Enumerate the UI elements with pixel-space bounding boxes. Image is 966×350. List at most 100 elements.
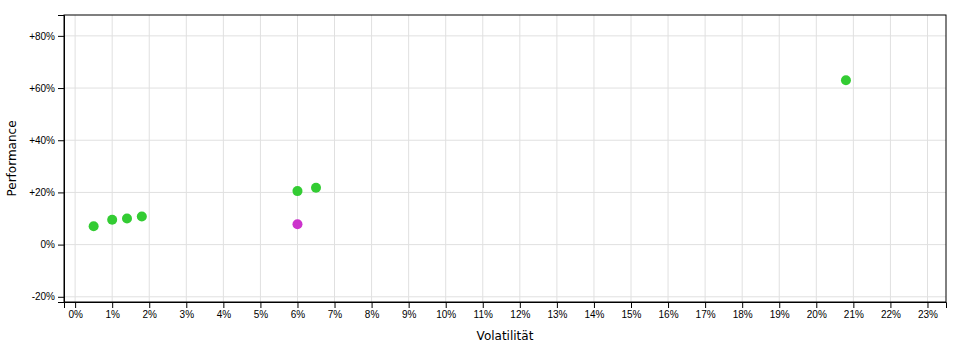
x-grid-line (779, 15, 780, 302)
x-grid-line (334, 15, 335, 302)
x-tick: 8% (365, 302, 380, 320)
y-grid-line (64, 35, 946, 36)
point (311, 183, 321, 193)
plot-frame (64, 15, 946, 302)
x-tick: 4% (217, 302, 232, 320)
x-tick: 7% (328, 302, 343, 320)
x-tick: 12% (510, 302, 530, 320)
x-tick: 19% (770, 302, 790, 320)
y-grid-line (64, 244, 946, 245)
marks (89, 75, 851, 231)
y-tick-mark (58, 88, 64, 89)
x-tick-label: 18% (733, 309, 753, 320)
y-axis-title: Performance (5, 120, 19, 196)
x-tick-label: 7% (328, 309, 343, 320)
x-tick-label: 3% (180, 309, 195, 320)
x-tick: 10% (436, 302, 456, 320)
x-axis: 0%1%2%3%4%5%6%7%8%9%10%11%12%13%14%15%16… (65, 302, 947, 320)
x-tick-mark (112, 302, 113, 308)
x-tick-mark (927, 302, 928, 308)
y-tick-label: -20% (32, 291, 55, 302)
x-tick: 9% (402, 302, 417, 320)
x-tick-mark (75, 302, 76, 308)
y-tick-mark (58, 140, 64, 141)
y-tick: +60% (29, 83, 64, 94)
x-tick: 20% (807, 302, 827, 320)
x-tick: 1% (105, 302, 120, 320)
x-grid-line (631, 15, 632, 302)
x-tick-label: 11% (474, 309, 493, 320)
x-tick-mark (816, 302, 817, 308)
y-grid-line (64, 140, 946, 141)
x-tick: 11% (474, 302, 493, 320)
point (841, 75, 851, 85)
x-grid-line (668, 15, 669, 302)
point (292, 186, 302, 196)
x-tick: 17% (696, 302, 716, 320)
x-tick-mark (520, 302, 521, 308)
x-tick: 23% (918, 302, 938, 320)
y-grid-line (64, 88, 946, 89)
x-tick: 0% (68, 302, 83, 320)
x-tick: 14% (584, 302, 604, 320)
y-grid-line (64, 192, 946, 193)
x-grid-line (705, 15, 706, 302)
point (89, 221, 99, 231)
y-axis-line (58, 16, 65, 303)
y-tick-label: +60% (29, 83, 55, 94)
x-tick-mark (705, 302, 706, 308)
x-grid-line (927, 15, 928, 302)
x-grid-line (445, 15, 446, 302)
y-tick: -20% (32, 291, 64, 302)
x-tick: 15% (621, 302, 641, 320)
y-tick: 0% (41, 239, 64, 250)
x-tick-label: 14% (584, 309, 604, 320)
x-grid-line (75, 15, 76, 302)
x-tick-mark (409, 302, 410, 308)
x-grid-line (890, 15, 891, 302)
x-tick: 3% (180, 302, 195, 320)
y-tick-mark (58, 297, 64, 298)
x-tick-label: 17% (696, 309, 716, 320)
x-tick-mark (853, 302, 854, 308)
x-grid-line (297, 15, 298, 302)
x-tick-mark (594, 302, 595, 308)
x-grid-line (223, 15, 224, 302)
x-tick-mark (779, 302, 780, 308)
x-tick-label: 1% (105, 309, 120, 320)
x-tick-label: 20% (807, 309, 827, 320)
x-tick-mark (890, 302, 891, 308)
x-tick-mark (297, 302, 298, 308)
x-tick-label: 22% (881, 309, 901, 320)
x-tick-label: 15% (621, 309, 641, 320)
x-tick-label: 10% (436, 309, 456, 320)
x-tick-mark (260, 302, 261, 308)
x-grid-line (408, 15, 409, 302)
x-axis-line (65, 303, 947, 309)
chart: 0%1%2%3%4%5%6%7%8%9%10%11%12%13%14%15%16… (0, 0, 966, 350)
y-tick-label: +80% (29, 31, 55, 42)
x-tick-mark (186, 302, 187, 308)
y-tick-mark (58, 245, 64, 246)
x-axis-title: Volatilität (477, 329, 534, 343)
x-tick-mark (335, 302, 336, 308)
x-tick-label: 2% (143, 309, 158, 320)
x-tick: 18% (733, 302, 753, 320)
y-tick: +80% (29, 31, 64, 42)
y-tick-mark (58, 192, 64, 193)
x-tick-mark (149, 302, 150, 308)
x-tick-mark (631, 302, 632, 308)
x-tick: 5% (254, 302, 269, 320)
x-tick-label: 9% (402, 309, 417, 320)
x-tick-label: 13% (547, 309, 567, 320)
x-grid-line (371, 15, 372, 302)
x-tick-label: 12% (510, 309, 530, 320)
point (137, 211, 147, 221)
series (292, 219, 302, 229)
x-tick: 2% (143, 302, 158, 320)
y-tick-label: +20% (29, 187, 55, 198)
x-tick-label: 0% (68, 309, 83, 320)
x-grid-line (519, 15, 520, 302)
y-tick: +20% (29, 187, 64, 198)
point (292, 219, 302, 229)
